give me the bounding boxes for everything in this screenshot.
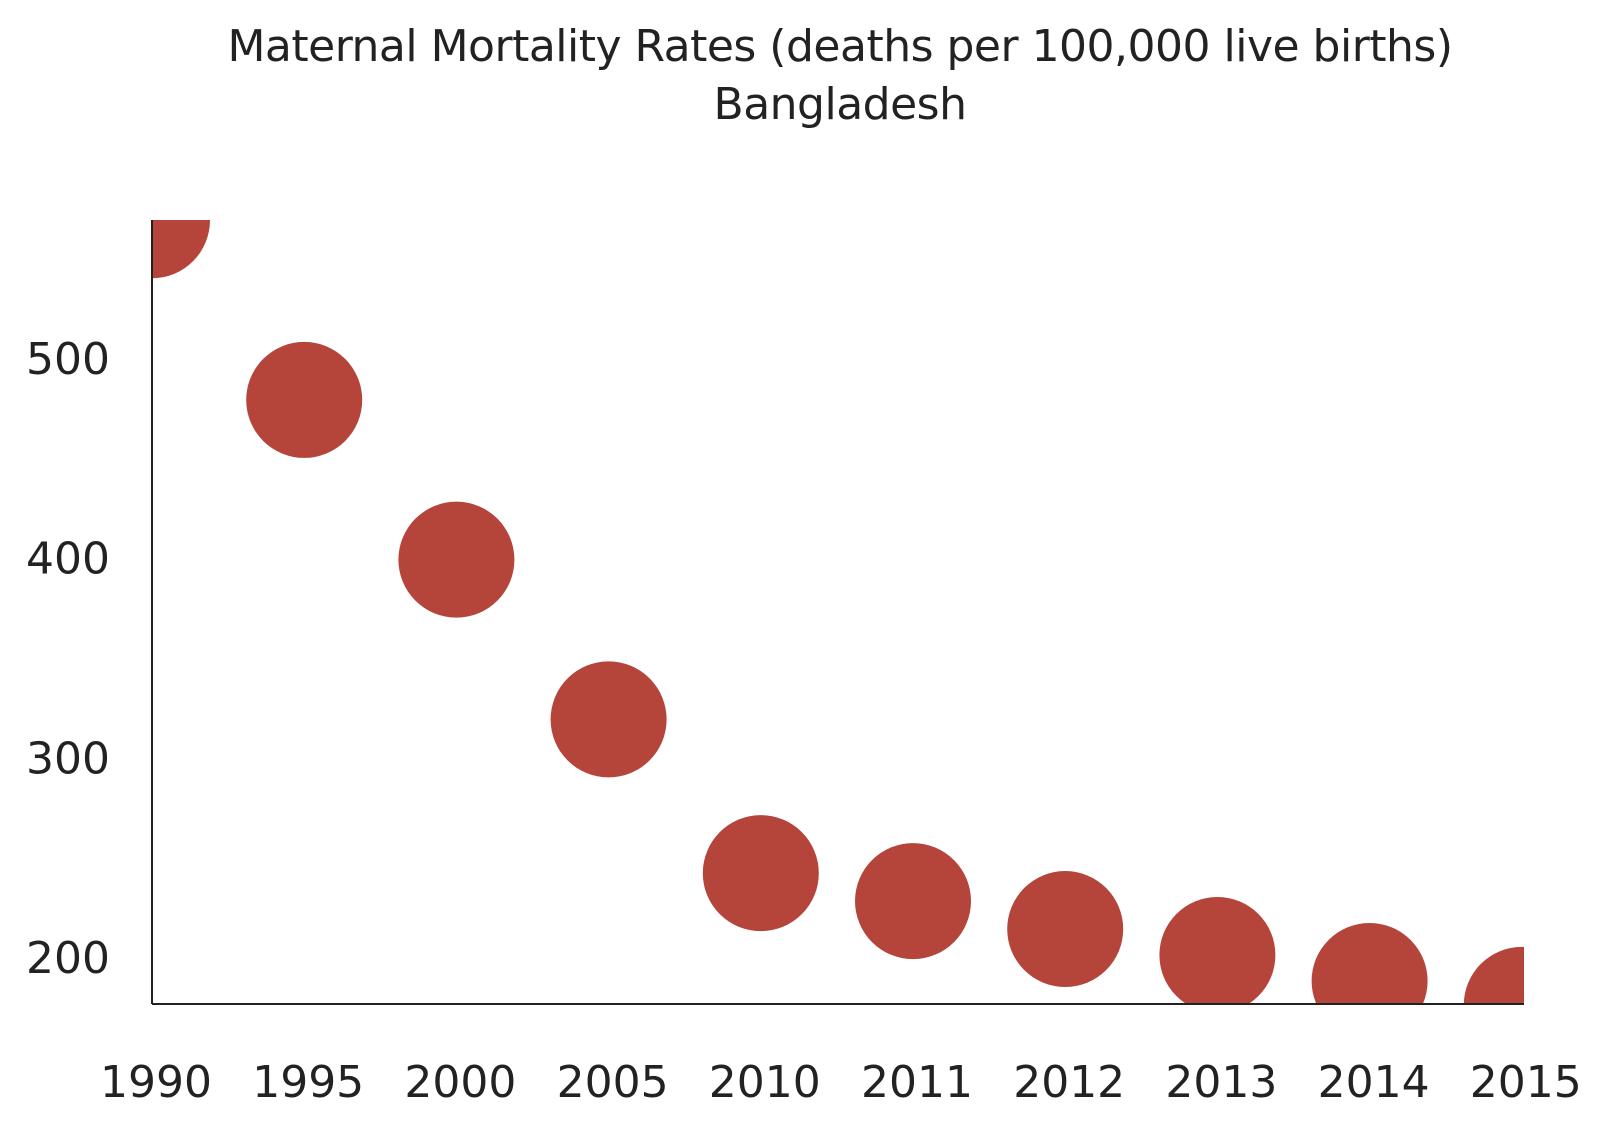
x-tick-label-2012: 2012 xyxy=(1013,1057,1125,1108)
y-tick-label-200: 200 xyxy=(26,933,110,984)
data-point-2014 xyxy=(1311,922,1428,1004)
x-tick-label-1995: 1995 xyxy=(252,1057,364,1108)
data-point-2005 xyxy=(550,661,667,778)
y-tick-labels: 200 300 400 500 xyxy=(26,334,110,984)
data-point-2000 xyxy=(398,501,515,618)
data-point-2011 xyxy=(855,843,971,960)
data-point-2013 xyxy=(1159,897,1276,1004)
chart-title: Maternal Mortality Rates (deaths per 100… xyxy=(227,21,1453,72)
x-tick-label-2005: 2005 xyxy=(557,1057,669,1108)
chart-title-block: Maternal Mortality Rates (deaths per 100… xyxy=(0,18,1606,134)
x-tick-label-2010: 2010 xyxy=(709,1057,821,1108)
x-tick-label-2000: 2000 xyxy=(404,1057,516,1108)
x-tick-label-2011: 2011 xyxy=(861,1057,973,1108)
x-tick-label-2014: 2014 xyxy=(1318,1057,1430,1108)
y-tick-label-400: 400 xyxy=(26,534,110,585)
x-tick-label-2013: 2013 xyxy=(1165,1057,1277,1108)
x-tick-labels: 1990 1995 2000 2005 2010 2011 2012 2013 2014 2015 xyxy=(100,1057,1582,1108)
y-tick-label-300: 300 xyxy=(26,733,110,784)
data-point-2015 xyxy=(1463,946,1524,1004)
x-tick-label-2015: 2015 xyxy=(1470,1057,1582,1108)
x-tick-label-1990: 1990 xyxy=(100,1057,212,1108)
data-point-2010 xyxy=(702,815,819,932)
data-point-2012 xyxy=(1007,871,1124,988)
data-points xyxy=(152,220,1524,1004)
chart-subtitle: Bangladesh xyxy=(713,79,967,130)
data-point-1995 xyxy=(246,341,363,458)
y-tick-label-500: 500 xyxy=(26,334,110,385)
data-point-1990 xyxy=(152,220,210,279)
